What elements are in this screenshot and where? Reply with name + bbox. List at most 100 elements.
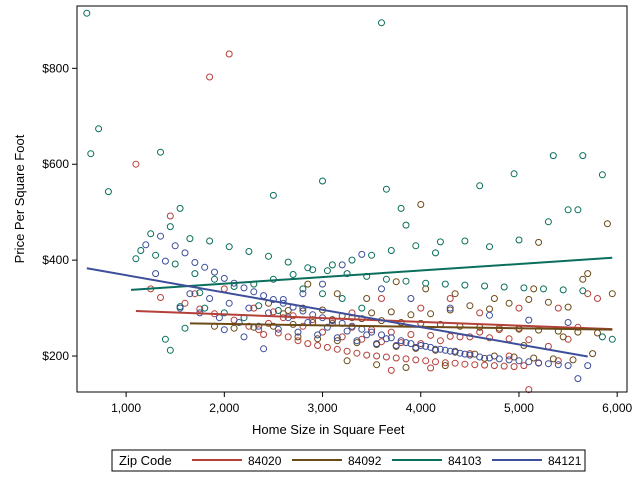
data-point-84103	[274, 307, 282, 314]
data-point-84121	[171, 242, 179, 250]
data-point-84121	[176, 304, 184, 312]
data-point-84121	[225, 299, 233, 307]
data-point-84092	[368, 309, 376, 317]
data-point-84092	[230, 324, 238, 332]
data-point-84121	[161, 257, 169, 265]
data-point-84103	[510, 170, 518, 178]
data-point-84121	[432, 345, 439, 353]
data-point-84121	[584, 362, 592, 370]
data-point-84092	[417, 201, 425, 208]
data-point-84103	[289, 271, 297, 278]
data-point-84121	[451, 347, 459, 355]
data-point-84020	[304, 340, 312, 348]
data-point-84103	[481, 282, 489, 290]
data-point-84121	[466, 351, 474, 359]
data-point-84020	[481, 361, 489, 369]
data-point-84092	[589, 350, 597, 358]
data-point-84020	[294, 337, 302, 345]
data-point-84121	[201, 263, 209, 271]
data-point-84121	[206, 295, 214, 302]
data-point-84103	[284, 258, 292, 266]
data-point-84121	[299, 290, 307, 298]
data-point-84020	[378, 295, 385, 302]
data-point-84103	[166, 223, 174, 231]
data-point-84020	[333, 345, 341, 353]
data-point-84121	[422, 342, 430, 350]
data-point-84103	[319, 290, 326, 298]
data-point-84103	[574, 206, 582, 214]
data-point-84092	[314, 335, 322, 343]
data-point-84121	[574, 375, 582, 383]
data-point-84020	[520, 362, 528, 370]
data-point-84020	[427, 331, 435, 339]
data-point-84092	[569, 356, 577, 364]
data-point-84020	[323, 343, 331, 351]
x-tick-label: 3,000	[308, 401, 338, 415]
data-point-84121	[152, 270, 160, 278]
data-point-84121	[260, 345, 268, 353]
data-point-84121	[181, 249, 189, 257]
data-point-84121	[407, 295, 415, 302]
data-point-84103	[579, 152, 587, 160]
data-point-84121	[382, 335, 390, 343]
data-point-84121	[392, 342, 400, 349]
plot-area	[83, 9, 616, 394]
data-point-84121	[211, 268, 218, 276]
data-point-84103	[206, 237, 214, 245]
data-point-84092	[603, 220, 611, 228]
data-point-84103	[608, 335, 616, 343]
data-point-84020	[314, 342, 322, 349]
data-point-84121	[274, 325, 282, 333]
data-point-84121	[299, 307, 307, 315]
data-point-84092	[407, 311, 415, 319]
data-point-84103	[515, 236, 523, 244]
data-point-84103	[432, 249, 439, 257]
data-point-84020	[245, 322, 253, 330]
data-point-84103	[598, 171, 606, 179]
data-point-84103	[436, 238, 444, 246]
data-point-84103	[486, 243, 493, 251]
legend-title: Zip Code	[119, 453, 172, 468]
data-point-84103	[137, 247, 145, 254]
data-point-84103	[171, 260, 179, 268]
data-point-84121	[554, 361, 562, 369]
data-point-84020	[392, 354, 400, 362]
data-point-84103	[378, 19, 385, 27]
data-point-84121	[461, 350, 469, 358]
data-point-84103	[191, 270, 199, 278]
data-point-84103	[269, 191, 277, 199]
data-point-84103	[441, 280, 449, 288]
regression-line-84103	[130, 256, 613, 291]
y-tick-label: $400	[42, 253, 69, 267]
data-point-84121	[142, 241, 150, 249]
data-point-84121	[407, 340, 415, 348]
data-point-84103	[382, 185, 390, 193]
data-point-84121	[363, 331, 371, 339]
data-point-84020	[471, 361, 479, 369]
data-point-84020	[407, 331, 415, 338]
data-point-84103	[412, 242, 420, 250]
data-point-84020	[299, 322, 307, 330]
data-point-84121	[525, 316, 533, 324]
data-point-84121	[319, 280, 326, 288]
data-point-84103	[220, 309, 228, 317]
legend: Zip Code 84020 84092 84103 84121	[111, 449, 586, 472]
data-point-84020	[500, 362, 508, 370]
data-point-84103	[157, 148, 164, 156]
data-point-84121	[476, 353, 484, 361]
data-point-84020	[274, 329, 282, 337]
data-point-84092	[584, 270, 592, 278]
data-point-84121	[436, 345, 444, 353]
data-point-84121	[378, 285, 385, 293]
data-point-84121	[245, 304, 253, 312]
data-point-84092	[353, 339, 361, 347]
data-point-84020	[363, 351, 371, 359]
data-point-84103	[544, 218, 552, 226]
data-point-84103	[461, 237, 469, 245]
data-point-84121	[240, 333, 248, 341]
data-point-84103	[95, 125, 103, 133]
data-point-84092	[446, 306, 454, 314]
data-point-84103	[368, 251, 376, 259]
data-point-84103	[579, 287, 587, 295]
data-point-84020	[206, 73, 214, 81]
